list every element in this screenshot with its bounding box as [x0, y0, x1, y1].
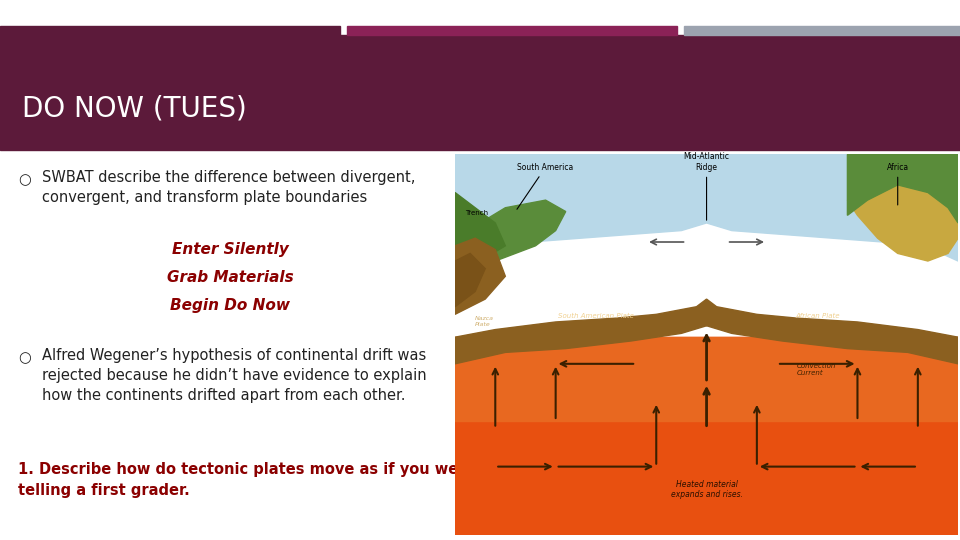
Polygon shape [455, 253, 485, 307]
Text: Begin Do Now: Begin Do Now [170, 298, 290, 313]
Text: Alfred Wegener’s hypothesis of continental drift was
rejected because he didn’t : Alfred Wegener’s hypothesis of continent… [42, 348, 426, 403]
Text: Africa: Africa [887, 163, 909, 205]
Text: African Plate: African Plate [795, 313, 839, 319]
Bar [0, 26, 340, 35]
Bar [455, 154, 958, 200]
Text: Enter Silently: Enter Silently [172, 242, 288, 257]
Text: SWBAT describe the difference between divergent,
convergent, and transform plate: SWBAT describe the difference between di… [42, 170, 416, 205]
Bar [347, 26, 677, 35]
Polygon shape [455, 200, 565, 276]
Text: ○: ○ [18, 350, 31, 365]
Bar [455, 337, 958, 535]
Polygon shape [455, 154, 958, 261]
Polygon shape [848, 185, 958, 261]
Text: ○: ○ [18, 172, 31, 187]
Polygon shape [707, 299, 958, 364]
Polygon shape [848, 154, 958, 223]
Text: DO NOW (TUES): DO NOW (TUES) [22, 94, 247, 122]
Text: South American Plate: South American Plate [558, 313, 634, 319]
Polygon shape [455, 299, 707, 364]
Text: Grab Materials: Grab Materials [167, 270, 294, 285]
Text: Heated material
expands and rises.: Heated material expands and rises. [670, 480, 743, 499]
Polygon shape [455, 238, 505, 314]
Text: Trench: Trench [465, 211, 489, 217]
Text: Mid-Atlantic
Ridge: Mid-Atlantic Ridge [684, 152, 730, 220]
Text: 1. Describe how do tectonic plates move as if you were
telling a first grader.: 1. Describe how do tectonic plates move … [18, 462, 475, 498]
Bar [684, 26, 960, 35]
Bar [0, 35, 960, 150]
Text: South America: South America [517, 163, 574, 209]
Text: Convection
Current: Convection Current [797, 363, 836, 376]
Text: Nazca
Plate: Nazca Plate [475, 316, 494, 327]
Polygon shape [455, 192, 505, 276]
Bar [455, 337, 958, 421]
